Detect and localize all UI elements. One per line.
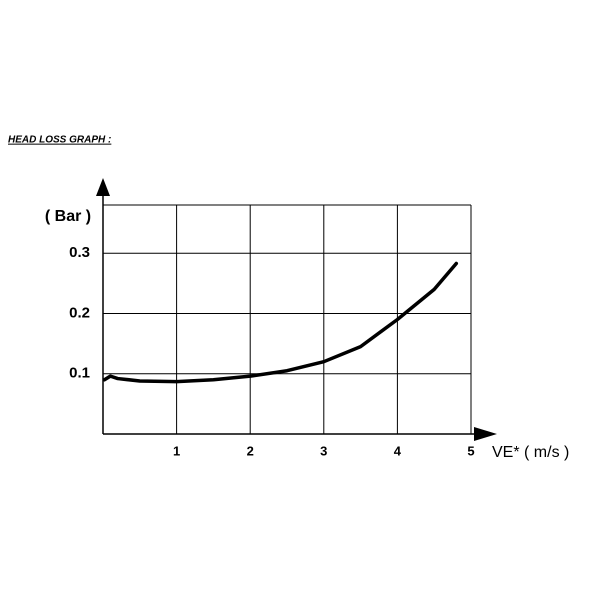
curve bbox=[102, 261, 459, 384]
x-axis-label: VE* ( m/s ) bbox=[492, 444, 569, 461]
chart-title: HEAD LOSS GRAPH : bbox=[8, 135, 111, 146]
x-tick-label: 1 bbox=[173, 443, 180, 458]
y-tick-label: 0.2 bbox=[69, 304, 90, 321]
y-tick-label: 0.3 bbox=[69, 244, 90, 261]
y-tick-label: 0.1 bbox=[69, 365, 90, 382]
y-axis-label: ( Bar ) bbox=[45, 208, 91, 225]
x-tick-label: 4 bbox=[394, 443, 402, 458]
x-tick-label: 5 bbox=[467, 443, 474, 458]
x-axis-arrow bbox=[474, 427, 497, 441]
y-axis-arrow bbox=[96, 178, 110, 196]
x-tick-label: 2 bbox=[247, 443, 254, 458]
x-tick-label: 3 bbox=[320, 443, 327, 458]
